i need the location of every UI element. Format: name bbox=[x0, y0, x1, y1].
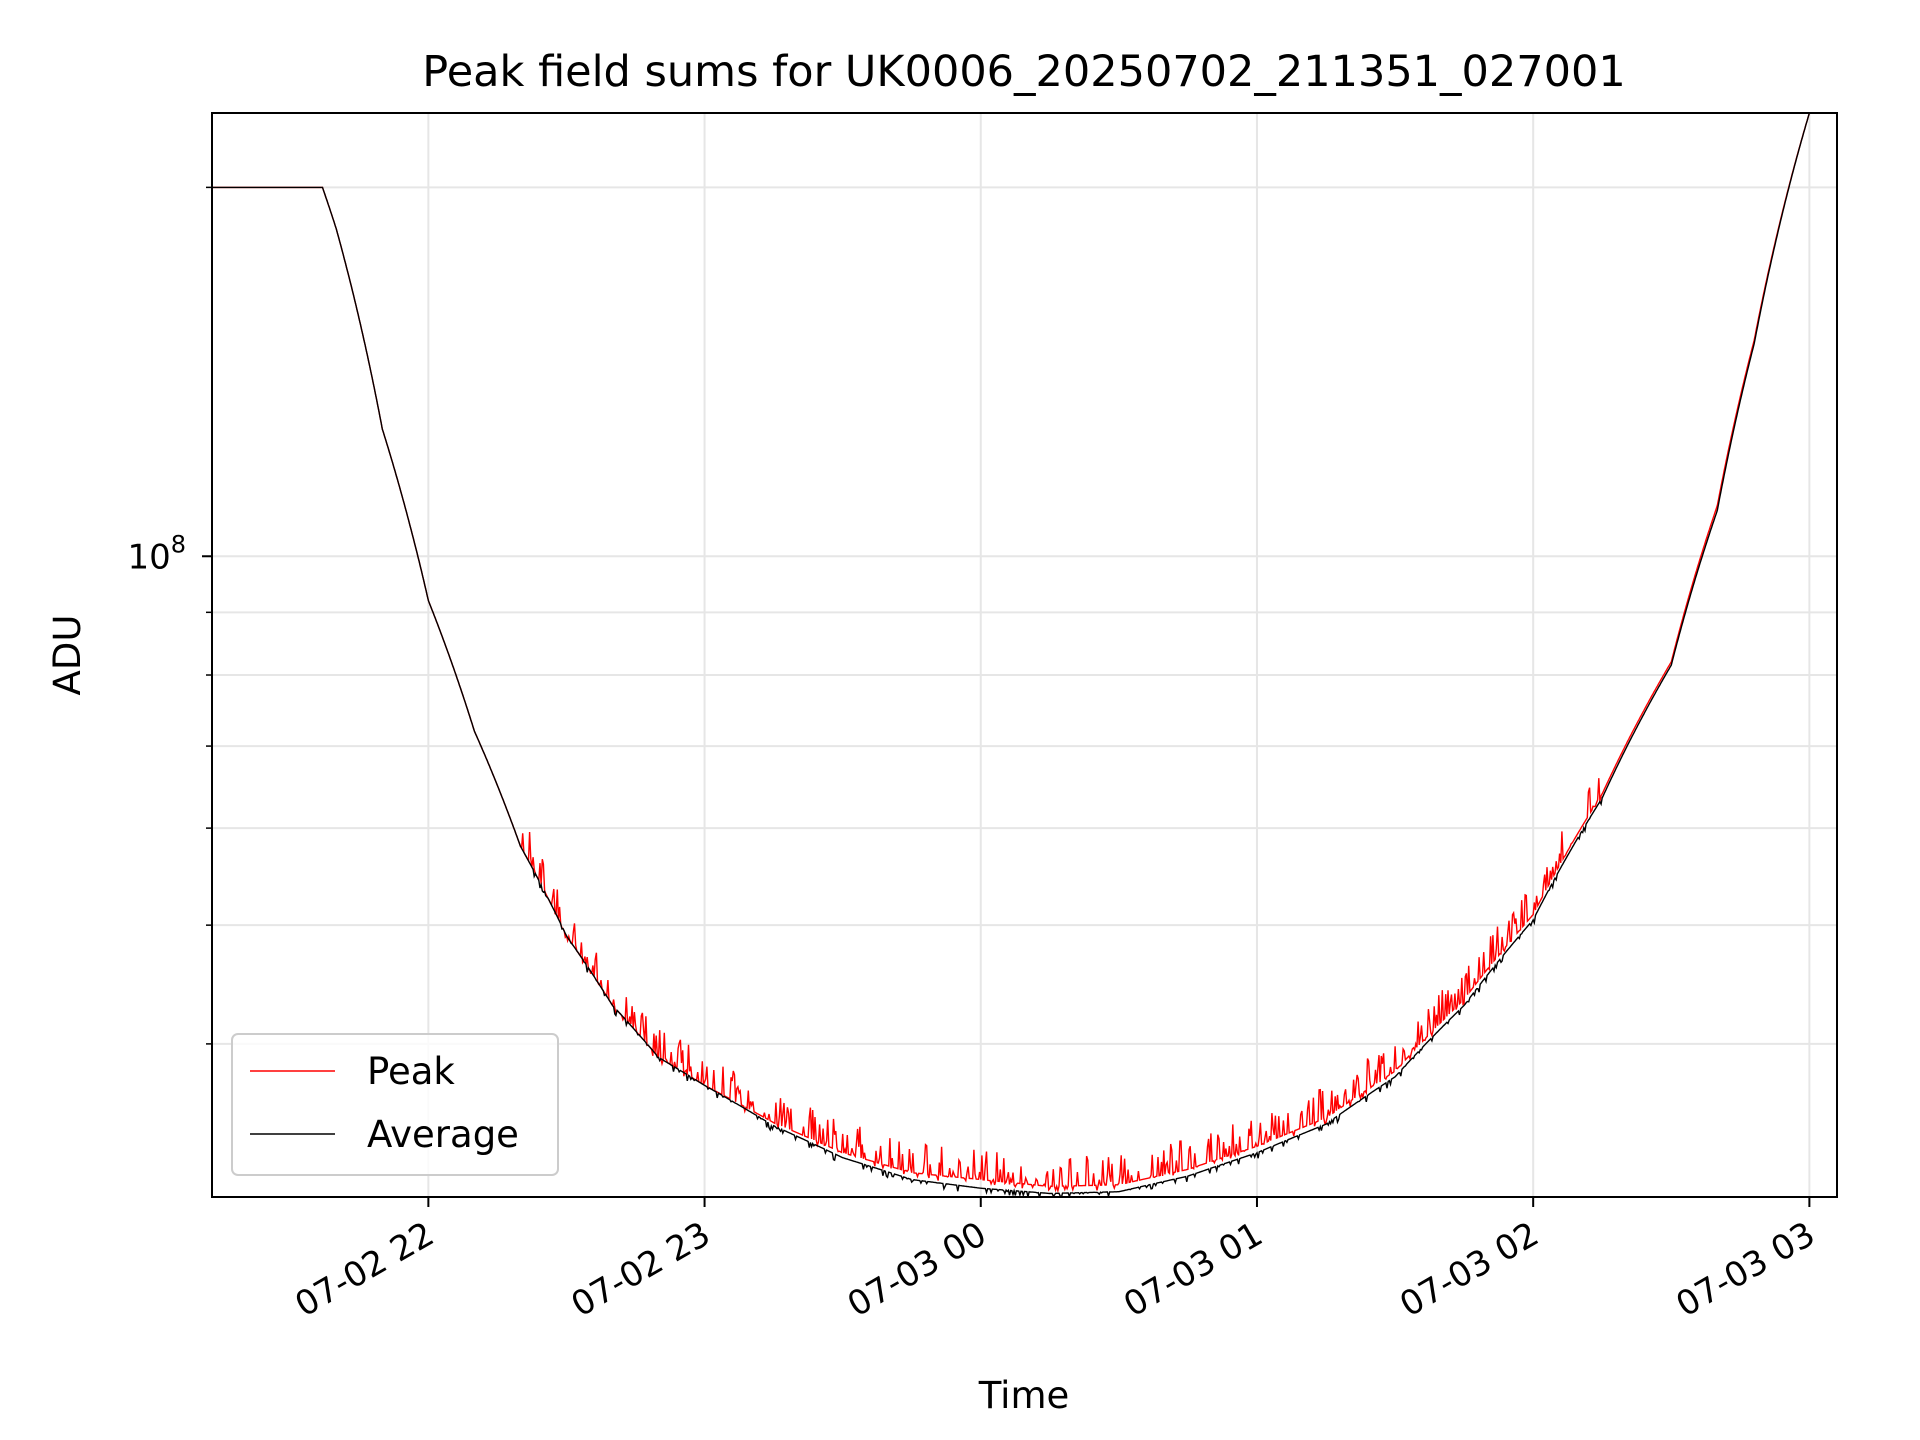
chart-title: Peak field sums for UK0006_20250702_2113… bbox=[422, 47, 1625, 97]
legend-label-average: Average bbox=[367, 1113, 519, 1156]
legend-box bbox=[231, 1033, 559, 1176]
legend-label-peak: Peak bbox=[367, 1050, 455, 1093]
series-layer bbox=[212, 113, 1833, 1197]
x-axis-label: Time bbox=[978, 1374, 1070, 1417]
y-tick-label: 108 bbox=[127, 530, 186, 577]
grid bbox=[212, 113, 1837, 1197]
y-axis: 108 bbox=[127, 186, 212, 1045]
plot-frame bbox=[211, 112, 1838, 1198]
y-axis-label: ADU bbox=[46, 615, 89, 696]
series-line-average bbox=[212, 113, 1833, 1197]
legend: Peak Average bbox=[231, 1033, 559, 1176]
